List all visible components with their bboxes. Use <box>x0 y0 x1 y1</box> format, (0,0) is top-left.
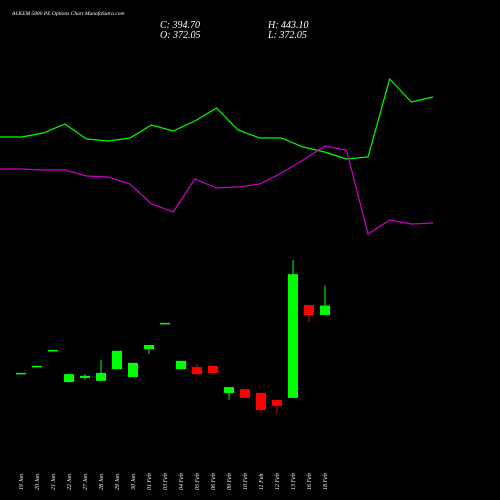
x-tick-label: 01 Feb <box>147 473 153 490</box>
candle-body <box>16 372 26 375</box>
candle-body <box>128 362 138 378</box>
x-tick-label: 19 Jan <box>19 474 25 490</box>
candle-body <box>304 305 314 315</box>
candle-body <box>272 400 282 406</box>
x-tick-label: 16 Feb <box>307 473 313 490</box>
x-tick-label: 21 Jan <box>51 474 57 490</box>
x-tick-label: 18 Feb <box>323 473 329 490</box>
candle-body <box>192 367 202 375</box>
x-tick-label: 09 Feb <box>227 473 233 490</box>
x-tick-label: 28 Jan <box>99 474 105 490</box>
x-tick-label: 03 Feb <box>163 473 169 490</box>
x-tick-label: 04 Feb <box>178 473 185 490</box>
candle-body <box>144 345 154 350</box>
candle-body <box>320 305 330 315</box>
candle-body <box>160 322 170 325</box>
x-tick-label: 30 Jan <box>131 474 137 491</box>
candle-body <box>80 375 90 378</box>
x-tick-label: 05 Feb <box>195 473 201 490</box>
x-tick-label: 12 Feb <box>275 473 281 490</box>
x-tick-label: 06 Feb <box>211 473 217 490</box>
candle-body <box>288 274 298 398</box>
low-label: L: 372.05 <box>267 30 307 41</box>
candle-body <box>96 372 106 381</box>
candle-body <box>112 350 122 370</box>
high-label: H: 443.10 <box>267 20 309 31</box>
candle-body <box>208 365 218 373</box>
candle-body <box>256 392 266 410</box>
candle-body <box>240 389 250 398</box>
candle-body <box>48 350 58 352</box>
candle-body <box>176 360 186 370</box>
x-tick-label: 10 Feb <box>243 473 249 490</box>
chart-title: ALKEM 5800 PE Options Chart MunafaSutra.… <box>11 10 124 17</box>
x-tick-label: 22 Jan <box>67 474 73 490</box>
x-tick-label: 20 Jan <box>35 474 41 490</box>
x-tick-label: 29 Jan <box>115 474 121 490</box>
candle-body <box>224 387 234 393</box>
open-label: O: 372.05 <box>160 30 201 41</box>
candle-body <box>64 374 74 383</box>
x-tick-label: 13 Feb <box>291 473 297 490</box>
x-tick-label: 11 Feb <box>259 474 265 490</box>
close-label: C: 394.70 <box>160 20 200 31</box>
indicator-line <box>0 145 434 235</box>
candle-body <box>32 365 42 368</box>
indicator-line <box>0 77 434 160</box>
x-tick-label: 27 Jan <box>83 474 89 490</box>
